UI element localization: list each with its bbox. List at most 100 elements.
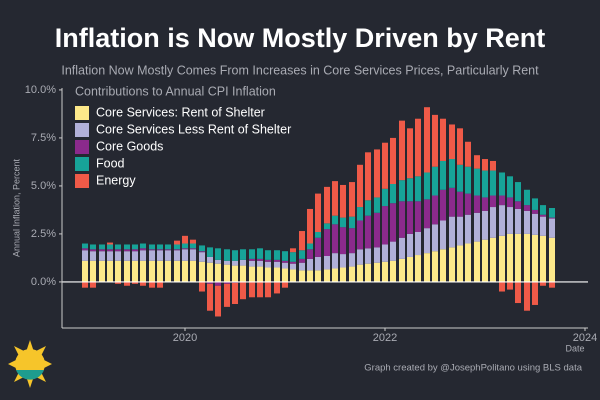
bar-segment bbox=[365, 152, 371, 201]
bar-segment bbox=[132, 251, 138, 261]
bar-segment bbox=[274, 261, 280, 268]
bar-segment bbox=[199, 261, 205, 282]
bar-segment bbox=[407, 233, 413, 257]
bar-segment bbox=[190, 249, 196, 261]
bar-segment bbox=[390, 137, 396, 184]
bar-segment bbox=[490, 237, 496, 282]
bar-segment bbox=[307, 258, 313, 271]
bar-segment bbox=[465, 243, 471, 282]
bar-segment bbox=[482, 239, 488, 282]
x-axis-label: Date bbox=[565, 343, 584, 353]
bar-segment bbox=[365, 263, 371, 282]
bar-segment bbox=[415, 176, 421, 202]
bar-segment bbox=[140, 243, 146, 249]
bar-segment bbox=[282, 268, 288, 282]
bar-segment bbox=[340, 217, 346, 228]
bar-segment bbox=[490, 195, 496, 208]
bar-segment bbox=[240, 249, 246, 260]
bar-segment bbox=[457, 128, 463, 165]
bar-segment bbox=[415, 232, 421, 256]
bar-segment bbox=[90, 251, 96, 261]
bar-segment bbox=[490, 170, 496, 196]
bar-segment bbox=[82, 281, 88, 288]
legend-swatch bbox=[75, 174, 89, 188]
bar-segment bbox=[190, 248, 196, 250]
bar-segment bbox=[107, 249, 113, 252]
bar-segment bbox=[215, 281, 221, 286]
bar-segment bbox=[382, 206, 388, 245]
bar-segment bbox=[507, 176, 513, 198]
bar-segment bbox=[232, 265, 238, 282]
bar-segment bbox=[190, 260, 196, 282]
bar-segment bbox=[357, 207, 363, 221]
bar-segment bbox=[499, 281, 505, 292]
bar-segment bbox=[482, 210, 488, 240]
bar-segment bbox=[374, 247, 380, 263]
bar-segment bbox=[307, 249, 313, 259]
bar-segment bbox=[340, 267, 346, 282]
bar-segment bbox=[165, 260, 171, 282]
bar-segment bbox=[290, 263, 296, 270]
bar-segment bbox=[465, 193, 471, 215]
bar-segment bbox=[499, 205, 505, 236]
bar-segment bbox=[474, 195, 480, 213]
bar-segment bbox=[290, 261, 296, 264]
bar-segment bbox=[249, 266, 255, 282]
y-tick-label: 7.5% bbox=[31, 132, 56, 144]
bar-segment bbox=[132, 244, 138, 250]
bar-segment bbox=[540, 205, 546, 215]
bar-segment bbox=[515, 281, 521, 304]
bar-segment bbox=[232, 260, 238, 266]
bar-segment bbox=[240, 265, 246, 282]
bar-segment bbox=[207, 281, 213, 284]
bar-segment bbox=[282, 262, 288, 269]
bar-segment bbox=[182, 243, 188, 249]
bar-segment bbox=[482, 197, 488, 211]
bar-segment bbox=[449, 216, 455, 248]
bar-segment bbox=[407, 201, 413, 234]
bar-segment bbox=[324, 269, 330, 282]
x-tick-label: 2022 bbox=[373, 332, 397, 344]
bar-segment bbox=[165, 249, 171, 251]
legend-swatch bbox=[75, 140, 89, 154]
bar-segment bbox=[357, 264, 363, 282]
bar-segment bbox=[474, 155, 480, 169]
bar-segment bbox=[249, 249, 255, 259]
bar-segment bbox=[115, 244, 121, 250]
x-tick-label: 2020 bbox=[173, 332, 197, 344]
bar-segment bbox=[174, 240, 180, 245]
bar-segment bbox=[532, 281, 538, 305]
bar-segment bbox=[115, 260, 121, 282]
bar-segment bbox=[432, 195, 438, 225]
bar-segment bbox=[182, 248, 188, 250]
bar-segment bbox=[540, 214, 546, 217]
bar-segment bbox=[332, 181, 338, 216]
bar-segment bbox=[99, 244, 105, 250]
bar-segment bbox=[432, 114, 438, 167]
bar-segment bbox=[157, 281, 163, 288]
bar-segment bbox=[532, 198, 538, 210]
bar-segment bbox=[182, 260, 188, 282]
bar-segment bbox=[390, 184, 396, 204]
bar-segment bbox=[515, 182, 521, 202]
bar-segment bbox=[232, 250, 238, 261]
bar-segment bbox=[424, 228, 430, 254]
bar-segment bbox=[374, 262, 380, 282]
bar-segment bbox=[324, 256, 330, 270]
bar-segment bbox=[457, 191, 463, 217]
bar-segment bbox=[257, 266, 263, 282]
bar-segment bbox=[524, 189, 530, 206]
bar-segment bbox=[482, 159, 488, 171]
bar-segment bbox=[315, 193, 321, 232]
bar-segment bbox=[274, 259, 280, 262]
bar-segment bbox=[332, 215, 338, 225]
bar-segment bbox=[290, 252, 296, 262]
bar-segment bbox=[524, 281, 530, 311]
bar-segment bbox=[115, 249, 121, 252]
logo bbox=[8, 340, 52, 388]
bar-segment bbox=[440, 189, 446, 221]
bar-segment bbox=[357, 220, 363, 250]
bar-segment bbox=[249, 258, 255, 261]
bar-segment bbox=[307, 270, 313, 282]
bar-segment bbox=[540, 216, 546, 236]
